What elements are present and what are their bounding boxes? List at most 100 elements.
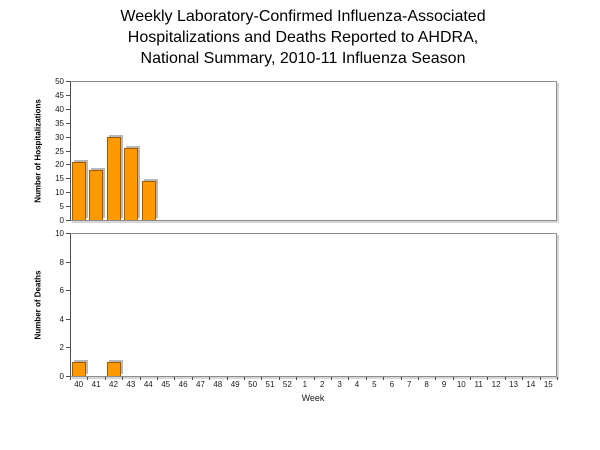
x-tick-label: 3 [337,380,342,389]
x-tick [383,377,385,380]
x-tick [330,377,332,380]
x-tick-label: 2 [319,380,325,389]
x-tick [557,377,558,380]
x-tick-label: 7 [406,380,412,389]
y-tick-label: 5 [59,202,64,212]
y-tick-label: 0 [59,372,64,381]
bar-week-41 [89,170,104,220]
chart-title: Weekly Laboratory-Confirmed Influenza-As… [3,6,600,69]
y-tick-label: 50 [55,77,64,86]
deaths-plot-area [70,233,557,377]
x-tick [400,377,402,380]
x-tick-label: 13 [509,380,518,389]
x-tick-label: 47 [196,380,205,389]
x-tick-label: 45 [161,380,171,389]
y-tick-label: 35 [55,118,64,128]
y-tick-label: 15 [55,174,64,184]
x-tick [157,377,158,380]
x-tick-label: 52 [282,380,292,389]
y-tick [66,164,70,166]
x-tick-label: 1 [302,380,308,389]
bar-week-40 [72,162,86,220]
chart-title-line-1: Weekly Laboratory-Confirmed Influenza-As… [120,8,486,25]
x-tick-label: 48 [213,380,223,389]
x-tick [522,377,524,380]
x-tick-label: 4 [354,380,360,389]
y-tick [66,261,70,263]
x-tick [487,377,489,380]
y-tick [66,81,70,82]
y-tick-label: 0 [59,216,64,225]
x-tick [278,377,280,380]
y-tick [66,206,70,208]
y-tick [66,347,70,349]
y-tick [66,376,70,377]
y-tick-label: 40 [55,104,64,114]
x-tick [452,377,454,380]
y-tick [66,233,70,234]
x-tick-label: 9 [441,380,447,389]
y-tick [66,108,70,110]
x-tick [417,377,419,380]
y-tick-label: 20 [55,160,64,170]
y-tick-label: 10 [55,229,64,238]
x-tick [104,377,106,380]
x-axis-title: Week [301,393,325,403]
bar-week-43 [124,148,139,220]
y-tick [66,94,70,96]
x-tick-label: 15 [543,380,553,389]
y-tick-label: 6 [59,286,64,296]
x-tick [226,377,228,380]
y-tick-label: 45 [55,90,64,100]
bar-week-44 [141,181,156,220]
x-tick-label: 6 [389,380,395,389]
x-tick-label: 50 [248,380,258,389]
x-tick [87,377,89,380]
x-tick-label: 10 [456,380,466,389]
y-tick [66,192,70,194]
x-tick-label: 44 [143,380,153,389]
x-tick-label: 11 [474,380,483,389]
x-tick [174,377,176,380]
x-tick [470,377,471,380]
y-tick [66,178,70,180]
x-tick [122,377,124,380]
x-tick [209,377,211,380]
y-tick [66,290,70,292]
y-tick-label: 4 [59,314,64,324]
x-tick [191,377,193,380]
x-tick [70,377,71,380]
x-tick [139,377,141,380]
x-tick-label: 46 [178,380,188,389]
chart-title-line-2: Hospitalizations and Deaths Reported to … [127,29,479,46]
x-tick-label: 42 [109,380,118,389]
x-tick-label: 14 [526,380,536,389]
x-tick-label: 43 [126,380,136,389]
y-tick [66,150,70,152]
x-tick-label: 12 [491,380,501,389]
x-tick [243,377,245,380]
x-tick-label: 49 [230,380,240,389]
y-tick-label: 2 [59,343,64,353]
y-tick [66,122,70,124]
bar-week-42 [106,362,121,376]
deaths-y-axis-title: Number of Deaths [33,270,43,340]
x-tick [504,377,506,380]
y-tick [66,136,70,138]
x-tick [261,377,263,380]
y-tick-label: 10 [55,188,64,198]
x-tick [435,377,437,380]
x-tick-label: 40 [74,380,84,389]
x-tick [296,377,298,380]
bar-week-40 [72,362,86,376]
x-tick [348,377,350,380]
x-tick-label: 41 [91,380,101,389]
y-tick-label: 8 [59,257,64,267]
y-tick-label: 30 [55,132,64,142]
y-tick [66,318,70,320]
x-tick-label: 51 [265,380,275,389]
x-tick [365,377,367,380]
bar-week-42 [106,137,121,220]
x-tick [313,377,315,380]
